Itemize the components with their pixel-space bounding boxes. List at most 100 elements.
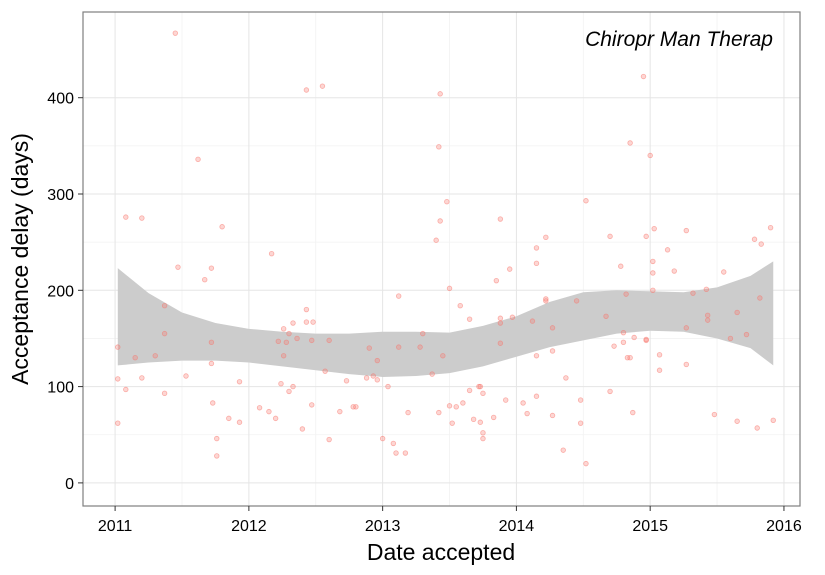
point xyxy=(627,355,633,361)
point xyxy=(758,241,764,247)
point xyxy=(497,315,504,321)
point xyxy=(390,440,397,447)
point xyxy=(650,287,656,293)
points xyxy=(115,30,776,467)
point xyxy=(393,450,399,456)
point xyxy=(115,420,121,426)
point xyxy=(603,313,609,319)
point xyxy=(139,215,145,221)
point xyxy=(560,447,566,453)
point xyxy=(690,290,696,296)
point xyxy=(437,218,443,224)
point xyxy=(444,199,450,205)
point xyxy=(497,340,504,346)
point xyxy=(704,312,711,319)
point xyxy=(429,371,435,377)
point xyxy=(309,337,315,344)
point xyxy=(402,450,409,456)
point xyxy=(395,293,402,299)
point xyxy=(466,316,473,322)
point xyxy=(370,373,376,379)
annotation: Chiropr Man Therap xyxy=(585,28,773,51)
point xyxy=(319,83,326,89)
point xyxy=(751,236,758,242)
point xyxy=(208,265,215,271)
y-tick-label: 300 xyxy=(47,187,74,204)
point xyxy=(268,251,275,257)
point xyxy=(161,303,168,309)
point xyxy=(563,375,569,381)
point xyxy=(671,268,677,274)
point xyxy=(161,330,168,337)
point xyxy=(343,378,350,384)
point xyxy=(286,388,292,395)
point xyxy=(286,330,292,337)
point xyxy=(543,298,549,304)
point xyxy=(656,352,663,358)
point xyxy=(480,390,486,397)
point xyxy=(466,387,473,394)
point xyxy=(577,420,584,426)
point xyxy=(470,416,477,423)
point xyxy=(583,198,589,204)
point xyxy=(509,314,516,320)
point xyxy=(683,361,689,368)
point xyxy=(543,234,549,241)
point xyxy=(650,258,656,265)
point xyxy=(208,360,215,367)
plot-area xyxy=(83,12,800,506)
point xyxy=(618,263,624,269)
point xyxy=(647,152,653,159)
point xyxy=(721,269,727,275)
point xyxy=(446,285,453,292)
point xyxy=(161,390,168,397)
point xyxy=(266,408,272,415)
point xyxy=(172,30,179,36)
point xyxy=(529,318,536,324)
point xyxy=(208,339,215,345)
point xyxy=(446,403,453,409)
point xyxy=(549,348,556,354)
point xyxy=(449,420,455,426)
point xyxy=(294,335,300,342)
point xyxy=(524,410,530,417)
point xyxy=(620,339,627,345)
x-tick-label: 2011 xyxy=(98,518,133,535)
point xyxy=(337,408,343,415)
point xyxy=(433,237,439,243)
point xyxy=(611,343,617,349)
point xyxy=(202,277,208,283)
point xyxy=(278,381,284,387)
point xyxy=(490,414,497,421)
point xyxy=(309,402,315,408)
point xyxy=(363,375,370,381)
point xyxy=(497,216,504,222)
point xyxy=(275,338,282,345)
point xyxy=(623,291,629,297)
point xyxy=(283,339,290,345)
point xyxy=(353,404,359,410)
point xyxy=(236,379,243,385)
point xyxy=(631,334,637,341)
point xyxy=(420,330,426,337)
point xyxy=(477,419,483,425)
point xyxy=(767,225,774,231)
point xyxy=(115,344,121,350)
point xyxy=(607,388,613,395)
point xyxy=(326,337,332,344)
point xyxy=(132,355,138,361)
point xyxy=(453,404,459,410)
point xyxy=(210,400,216,406)
point xyxy=(734,418,740,424)
point xyxy=(379,435,386,442)
point xyxy=(683,325,689,331)
point xyxy=(417,344,423,350)
x-tick-label: 2015 xyxy=(632,518,668,535)
point xyxy=(703,286,710,293)
point xyxy=(290,383,296,390)
x-tick-label: 2012 xyxy=(231,518,267,535)
point xyxy=(139,375,145,381)
point xyxy=(577,397,584,403)
point xyxy=(549,412,556,419)
